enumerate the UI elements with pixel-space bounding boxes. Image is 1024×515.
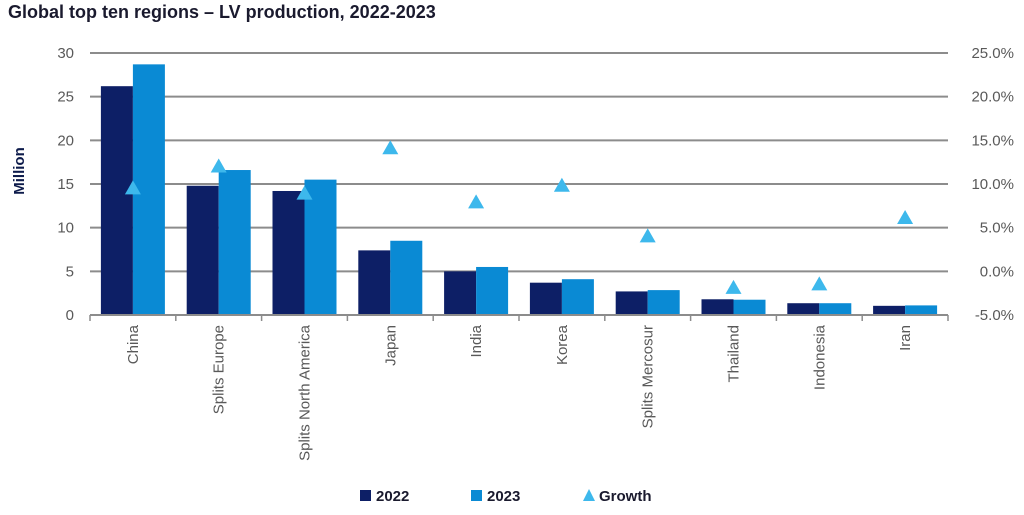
y-tick-label: 30 bbox=[57, 45, 74, 62]
growth-marker bbox=[897, 210, 914, 225]
y2-tick-label: -5.0% bbox=[975, 307, 1014, 324]
category-label: Japan bbox=[382, 325, 399, 366]
y2-tick-label: 20.0% bbox=[971, 89, 1014, 106]
category-label: Thailand bbox=[726, 325, 743, 383]
bar-2022 bbox=[100, 86, 133, 315]
y2-tick-label: 5.0% bbox=[980, 220, 1014, 237]
bar-2022 bbox=[787, 303, 820, 315]
bar-2022 bbox=[615, 291, 648, 315]
bar-2023 bbox=[218, 170, 251, 315]
category-label: Splits North America bbox=[297, 324, 314, 461]
y-tick-label: 15 bbox=[57, 176, 74, 193]
bar-2022 bbox=[186, 185, 219, 315]
bar-2022 bbox=[358, 250, 391, 315]
y2-tick-label: 25.0% bbox=[971, 45, 1014, 62]
bar-2022 bbox=[444, 271, 477, 315]
bar-2023 bbox=[132, 64, 165, 315]
legend-swatch-Growth bbox=[583, 489, 595, 501]
category-label: Splits Mercosur bbox=[640, 325, 657, 428]
growth-marker bbox=[553, 177, 570, 192]
y2-tick-label: 10.0% bbox=[971, 176, 1014, 193]
category-label: India bbox=[468, 324, 485, 357]
bar-2023 bbox=[905, 305, 938, 315]
growth-marker bbox=[382, 140, 399, 155]
category-label: Iran bbox=[897, 325, 914, 351]
growth-marker bbox=[468, 194, 485, 209]
category-label: Splits Europe bbox=[211, 325, 228, 414]
bar-2022 bbox=[529, 282, 562, 315]
y-axis-title: Million bbox=[11, 147, 28, 195]
growth-marker bbox=[124, 180, 141, 195]
chart-title: Global top ten regions – LV production, … bbox=[8, 2, 436, 22]
bar-2022 bbox=[272, 190, 305, 315]
bar-2022 bbox=[701, 299, 734, 315]
bar-2023 bbox=[819, 303, 852, 315]
y-tick-label: 20 bbox=[57, 132, 74, 149]
growth-marker bbox=[210, 158, 227, 173]
legend-swatch-2022 bbox=[360, 490, 371, 501]
bar-2023 bbox=[390, 240, 423, 315]
bars bbox=[100, 64, 938, 315]
category-label: China bbox=[125, 324, 142, 364]
grid-lines bbox=[90, 52, 948, 273]
growth-marker bbox=[296, 185, 313, 200]
y-tick-label: 0 bbox=[66, 307, 74, 324]
growth-marker bbox=[811, 276, 828, 291]
y-tick-label: 10 bbox=[57, 220, 74, 237]
bar-2023 bbox=[647, 290, 680, 315]
bar-2023 bbox=[733, 299, 766, 315]
legend-label-2022: 2022 bbox=[376, 488, 409, 505]
bar-2023 bbox=[561, 279, 594, 315]
legend: 2022 2023 Growth bbox=[360, 488, 652, 505]
y2-tick-label: 15.0% bbox=[971, 132, 1014, 149]
y-tick-label: 5 bbox=[66, 263, 74, 280]
legend-label-2023: 2023 bbox=[487, 488, 520, 505]
growth-marker bbox=[725, 279, 742, 294]
bar-2022 bbox=[873, 305, 906, 315]
growth-markers bbox=[124, 140, 914, 294]
bar-2023 bbox=[304, 179, 337, 315]
category-label: Korea bbox=[554, 324, 571, 365]
axes bbox=[89, 314, 949, 321]
growth-marker bbox=[639, 228, 656, 243]
y-tick-label: 25 bbox=[57, 89, 74, 106]
bar-2023 bbox=[476, 266, 509, 315]
legend-swatch-2023 bbox=[471, 490, 482, 501]
y2-tick-label: 0.0% bbox=[980, 263, 1014, 280]
axis-labels: 0 5 10 15 20 25 30 -5.0% 0.0% 5.0% 10.0% 15.0% 20.0%… bbox=[11, 45, 1014, 461]
category-label: Indonesia bbox=[811, 324, 828, 390]
legend-label-Growth: Growth bbox=[599, 488, 652, 505]
